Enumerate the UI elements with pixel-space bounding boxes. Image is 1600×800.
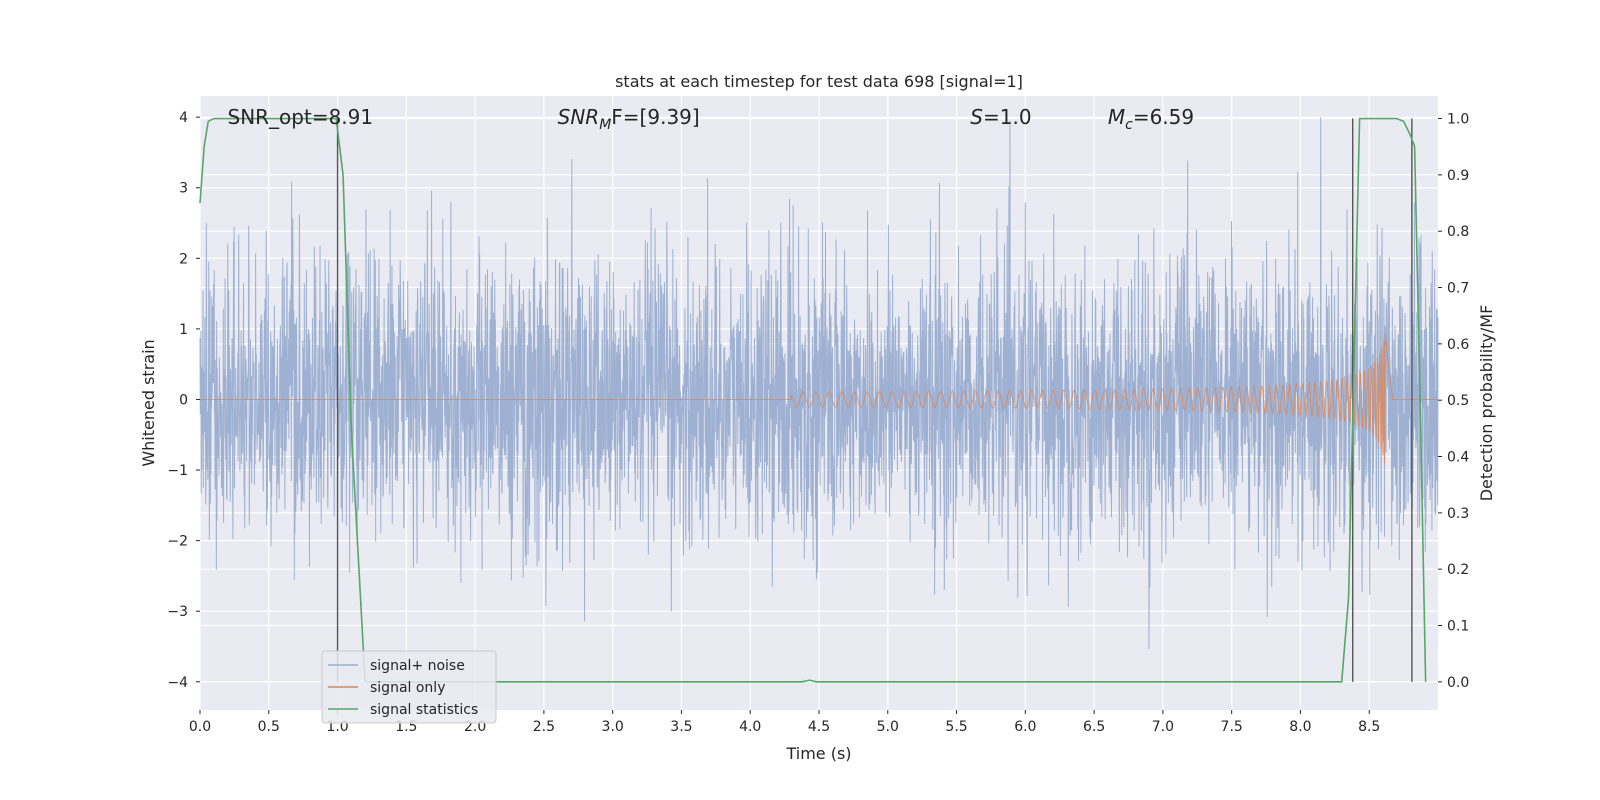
y-tick-label: −2 — [167, 534, 188, 550]
legend-label: signal+ noise — [370, 658, 465, 674]
series-signal-noise — [199, 117, 1439, 649]
x-tick-label: 6.5 — [1083, 719, 1105, 735]
annotation-chirp-mass: Mc=6.59 — [1108, 105, 1194, 133]
y2-tick-label: 1.0 — [1447, 112, 1469, 128]
y2-tick-label: 0.3 — [1447, 506, 1469, 522]
series-signal-statistics — [199, 117, 1427, 683]
y-tick-label: 3 — [179, 181, 188, 197]
series-signal-only — [200, 333, 1438, 465]
y2-tick-label: 0.8 — [1447, 224, 1469, 240]
legend: signal+ noise signal only signal statistic… — [321, 650, 497, 724]
x-tick-label: 3.0 — [602, 719, 624, 735]
chart-title: stats at each timestep for test data 698… — [615, 72, 1023, 91]
x-tick-label: 0.0 — [189, 719, 211, 735]
x-tick-label: 2.5 — [533, 719, 555, 735]
x-tick-label: 5.5 — [945, 719, 967, 735]
x-ticks: 0.0 0.5 1.0 1.5 2.0 2.5 3.0 3.5 4.0 4.5 5.0 5.5 6.0 6… — [189, 710, 1380, 735]
y-tick-label: 4 — [179, 110, 188, 126]
y2-tick-label: 0.1 — [1447, 619, 1469, 635]
y-tick-label: −4 — [167, 675, 188, 691]
y2-tick-label: 0.7 — [1447, 281, 1469, 297]
x-tick-label: 7.5 — [1221, 719, 1243, 735]
x-tick-label: 4.0 — [739, 719, 761, 735]
x-tick-label: 4.5 — [808, 719, 830, 735]
plot-area — [199, 117, 1439, 683]
y-tick-label: 0 — [179, 392, 188, 408]
annotation-snr-opt: SNR_opt=8.91 — [228, 105, 374, 129]
x-tick-label: 8.5 — [1358, 719, 1380, 735]
legend-label: signal only — [370, 680, 445, 696]
legend-box — [321, 650, 497, 724]
annotations: SNR_opt=8.91 SNRMF=[9.39] S=1.0 Mc=6.59 — [228, 105, 1195, 133]
y-ticks: 4 3 2 1 0 −1 −2 −3 −4 — [167, 110, 200, 691]
y2-tick-label: 0.6 — [1447, 337, 1469, 353]
y-tick-label: 2 — [179, 251, 188, 267]
x-tick-label: 0.5 — [258, 719, 280, 735]
annotation-s-value: S=1.0 — [970, 105, 1031, 129]
x-axis-label: Time (s) — [785, 744, 851, 763]
y2-tick-label: 0.2 — [1447, 562, 1469, 578]
y-axis-label: Whitened strain — [139, 339, 158, 466]
y-tick-label: −1 — [167, 463, 188, 479]
x-tick-label: 3.5 — [670, 719, 692, 735]
y2-tick-label: 0.0 — [1447, 675, 1469, 691]
annotation-snr-mf: SNRMF=[9.39] — [558, 105, 700, 133]
y2-axis-label: Detection probability/MF — [1477, 305, 1496, 502]
y-tick-label: 1 — [179, 322, 188, 338]
y2-tick-label: 0.4 — [1447, 450, 1469, 466]
x-tick-label: 8.0 — [1289, 719, 1311, 735]
y2-tick-label: 0.5 — [1447, 393, 1469, 409]
x-tick-label: 7.0 — [1152, 719, 1174, 735]
y-tick-label: −3 — [167, 604, 188, 620]
y2-tick-label: 0.9 — [1447, 168, 1469, 184]
x-tick-label: 6.0 — [1014, 719, 1036, 735]
y2-ticks: 1.0 0.9 0.8 0.7 0.6 0.5 0.4 0.3 0.2 0.1 0.0 — [1438, 112, 1469, 691]
x-tick-label: 5.0 — [877, 719, 899, 735]
legend-label: signal statistics — [370, 702, 478, 718]
